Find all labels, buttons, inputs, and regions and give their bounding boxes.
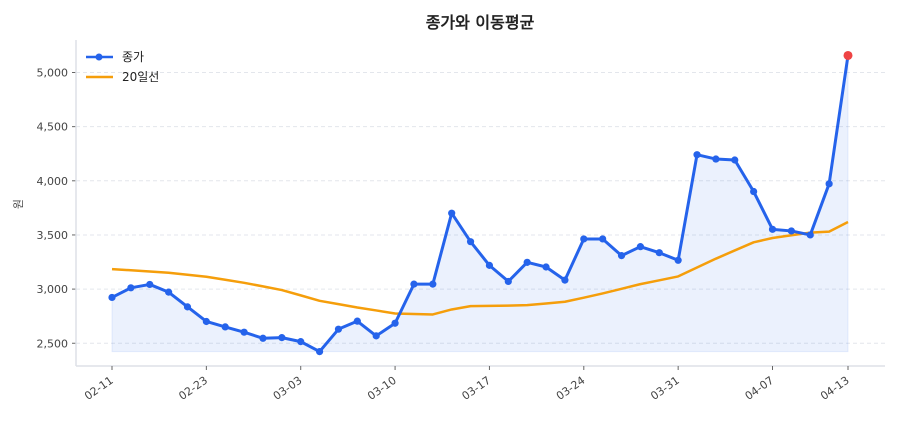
- y-tick-label: 4,500: [37, 121, 69, 134]
- close-point: [825, 180, 833, 188]
- x-tick-label: 03-31: [648, 374, 682, 403]
- close-point: [636, 243, 645, 251]
- y-tick-label: 2,500: [37, 337, 69, 350]
- close-point: [561, 276, 569, 284]
- close-point: [429, 280, 437, 288]
- legend-label-ma20: 20일선: [122, 70, 159, 84]
- close-point: [655, 249, 663, 257]
- x-tick-label: 04-07: [743, 374, 777, 403]
- close-point: [278, 334, 286, 342]
- y-axis-label: 원: [12, 199, 25, 209]
- close-point: [617, 252, 626, 260]
- close-point: [334, 325, 343, 333]
- plot-area: [108, 50, 853, 356]
- chart-title: 종가와 이동평균: [426, 13, 535, 32]
- close-point: [806, 231, 814, 239]
- close-point: [768, 225, 777, 233]
- close-point: [466, 238, 475, 246]
- legend-label-close: 종가: [122, 50, 144, 64]
- grid: [76, 71, 885, 344]
- x-tick-label: 03-03: [271, 374, 305, 403]
- close-point: [146, 280, 154, 289]
- x-tick-label: 02-11: [82, 374, 116, 403]
- y-tick-label: 5,000: [37, 66, 69, 79]
- close-point: [391, 319, 399, 327]
- close-point: [221, 323, 229, 331]
- close-point: [485, 261, 494, 269]
- close-point: [504, 277, 512, 286]
- legend: 종가 20일선: [86, 50, 159, 84]
- close-line: [111, 55, 850, 354]
- x-tick-label: 03-24: [554, 374, 588, 403]
- y-tick-label: 3,500: [37, 229, 69, 242]
- close-point: [297, 338, 305, 346]
- close-point: [240, 328, 248, 336]
- close-point: [165, 288, 173, 296]
- x-tick-label: 03-10: [365, 374, 399, 403]
- close-point: [202, 317, 210, 326]
- close-point: [542, 263, 550, 271]
- close-point: [693, 151, 701, 159]
- close-point: [372, 332, 380, 340]
- close-point: [787, 227, 795, 235]
- close-point: [259, 334, 267, 342]
- close-point: [315, 347, 324, 356]
- close-point: [448, 209, 456, 217]
- close-point: [353, 317, 361, 325]
- close-point: [580, 235, 588, 243]
- y-tick-label: 4,000: [37, 175, 69, 188]
- close-point: [183, 303, 192, 311]
- close-point: [108, 293, 116, 302]
- x-tick-label: 03-17: [460, 374, 494, 403]
- highlight-point: [843, 50, 853, 60]
- x-tick-label: 04-13: [818, 374, 852, 403]
- ma20-line: [111, 220, 849, 316]
- legend-marker-close: [95, 53, 103, 61]
- close-point: [523, 258, 531, 266]
- close-point: [712, 155, 720, 163]
- x-tick-label: 02-23: [176, 374, 210, 403]
- close-point: [731, 156, 739, 164]
- close-point: [750, 187, 758, 196]
- close-point: [127, 284, 135, 292]
- y-tick-label: 3,000: [37, 283, 69, 296]
- close-point: [410, 280, 418, 288]
- close-point: [674, 256, 682, 264]
- close-point: [599, 235, 607, 243]
